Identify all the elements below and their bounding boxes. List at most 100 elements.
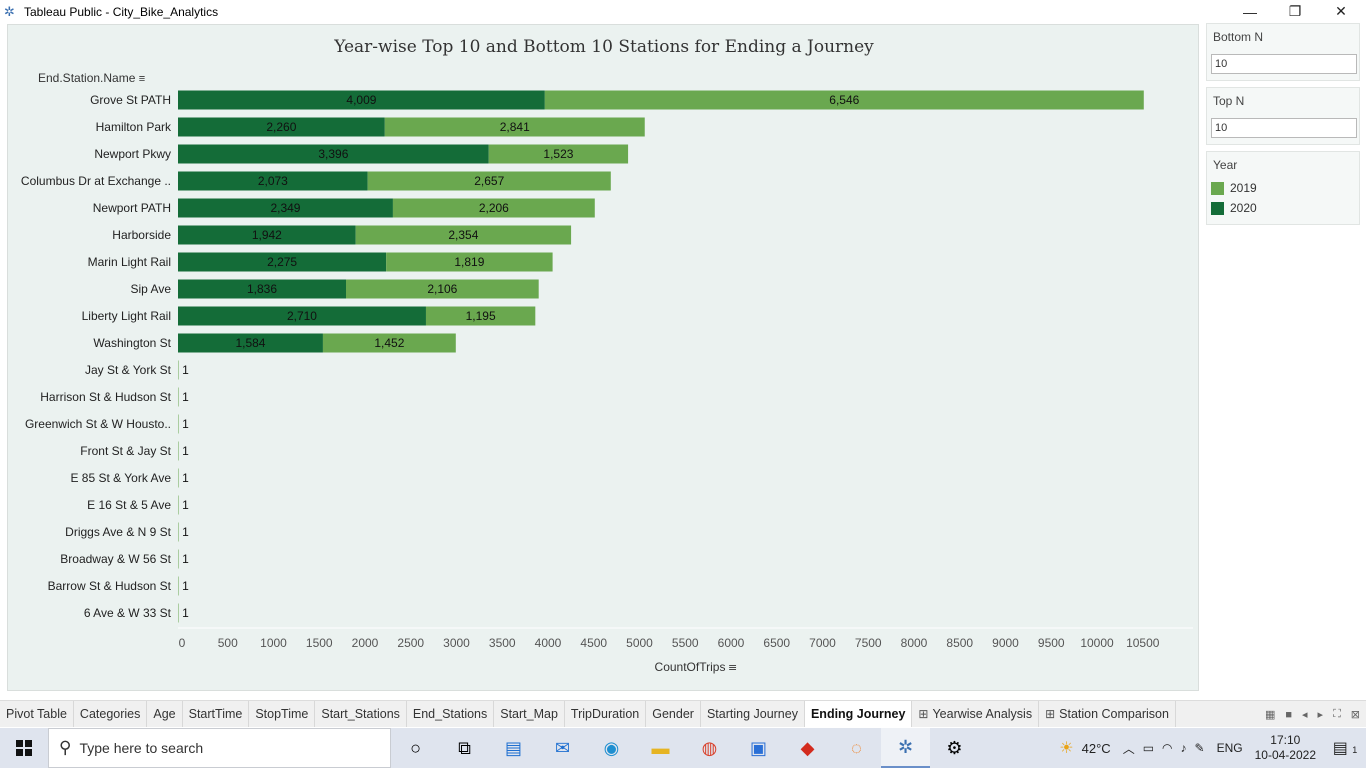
hidden-icons-chevron-icon[interactable]: ︿ [1122,741,1135,756]
show-filmstrip-icon[interactable]: ▦ [1264,709,1276,721]
x-tick-label: 5000 [626,636,653,650]
x-sort-icon[interactable]: ≡ [728,661,737,674]
edge-icon[interactable]: ◉ [603,737,620,758]
sort-icon[interactable]: ≡ [138,73,146,85]
sheet-tab[interactable]: Categories [74,701,148,727]
sheet-tab[interactable]: Pivot Table [0,701,74,727]
bar-2019[interactable] [178,360,179,380]
bar-2019[interactable] [384,117,645,137]
data-label: 2,657 [474,174,504,188]
sheet-tab[interactable]: End_Stations [407,701,495,727]
bar-2019[interactable] [178,441,179,461]
battery-icon[interactable]: ▭ [1142,741,1155,755]
bar-2020[interactable] [178,279,346,299]
bar-2020[interactable] [178,171,368,191]
bar-2019[interactable] [178,576,179,596]
restore-button[interactable]: ❐ [1288,3,1302,19]
bar-2020[interactable] [178,117,385,137]
bar-2019[interactable] [386,252,553,272]
category-label: Washington St [93,336,171,350]
data-label: 1,819 [454,255,484,269]
file-explorer-icon[interactable]: ▬ [651,737,670,758]
sheet-tab[interactable]: Start_Map [494,701,565,727]
sheet-tab[interactable]: StopTime [249,701,316,727]
fullscreen-icon[interactable]: ⛶ [1333,708,1341,720]
bar-2020[interactable] [178,144,489,164]
bar-2019[interactable] [355,225,572,245]
start-button[interactable] [0,728,48,768]
bar-2019[interactable] [178,414,179,434]
bottom-n-card: Bottom N [1206,23,1360,81]
minimize-button[interactable]: — [1243,3,1257,20]
language-indicator[interactable]: ENG [1216,741,1243,755]
sheet-tab[interactable]: Ending Journey [804,701,913,727]
top-n-input[interactable] [1211,118,1357,138]
sheet-tab[interactable]: Starting Journey [701,701,805,727]
bar-2019[interactable] [544,90,1144,110]
bottom-n-label: Bottom N [1213,30,1264,44]
bar-2019[interactable] [178,495,179,515]
bar-2019[interactable] [392,198,595,218]
clock[interactable]: 17:10 10-04-2022 [1255,733,1316,763]
task-view-icon[interactable]: ⧉ [458,737,471,758]
bar-2019[interactable] [178,549,179,569]
tableau-taskbar-icon[interactable]: ✲ [881,728,930,768]
sheet-tab[interactable]: TripDuration [565,701,647,727]
scroll-right-icon[interactable]: ▸ [1317,709,1324,721]
dashboard-icon: ⊞ [918,707,929,721]
presentation-mode-icon[interactable]: ⊠ [1350,709,1360,721]
close-button[interactable]: ✕ [1335,3,1347,19]
cortana-icon[interactable]: ○ [410,737,421,758]
bar-2019[interactable] [178,387,179,407]
notification-glyph: ▤ [1332,740,1348,757]
sheet-tab-label: TripDuration [570,707,640,721]
sheet-tab[interactable]: Gender [646,701,701,727]
jupyter-icon[interactable]: ◌ [851,737,862,758]
year-legend: Year 2019 2020 [1206,151,1360,225]
calculator-icon[interactable]: ▤ [504,737,522,758]
settings-icon[interactable]: ⚙ [946,737,963,758]
data-label: 2,354 [448,228,478,242]
bar-2020[interactable] [178,252,387,272]
legend-item-2020[interactable]: 2020 [1207,198,1359,218]
store-icon[interactable]: ▣ [749,737,767,758]
show-tabs-icon[interactable]: ■ [1285,708,1293,721]
sheet-tab[interactable]: Age [147,701,183,727]
legend-item-2019[interactable]: 2019 [1207,178,1359,198]
bar-2019[interactable] [488,144,629,164]
x-tick-label: 5500 [672,636,699,650]
sheet-tab[interactable]: StartTime [183,701,250,727]
bar-2019[interactable] [178,468,179,488]
sheet-tab-label: Yearwise Analysis [932,707,1033,721]
notification-center-icon[interactable]: ▤ 1 [1330,738,1360,758]
volume-icon[interactable]: ♪ [1180,741,1187,755]
bar-2019[interactable] [367,171,611,191]
sheet-tab[interactable]: Start_Stations [315,701,407,727]
sheet-tab-label: StartTime [188,707,243,721]
category-label: Greenwich St & W Housto.. [25,417,171,431]
taskbar-search[interactable]: ⚲ Type here to search [48,728,391,768]
bar-2019[interactable] [322,333,456,353]
bar-2020[interactable] [178,90,545,110]
bar-2020[interactable] [178,333,323,353]
row-header[interactable]: End.Station.Name ≡ [38,71,145,85]
scroll-left-icon[interactable]: ◂ [1302,709,1308,721]
bottom-n-input[interactable] [1211,54,1357,74]
sheet-tab[interactable]: ⊞ Yearwise Analysis [912,701,1040,727]
data-label: 1 [182,390,189,404]
bar-2019[interactable] [345,279,539,299]
chrome-icon[interactable]: ◍ [701,737,718,758]
wifi-icon[interactable]: ◠ [1162,741,1173,755]
bar-2019[interactable] [178,603,179,623]
sheet-tab[interactable]: ⊞ Station Comparison [1039,701,1176,727]
mail-icon[interactable]: ✉ [554,737,571,758]
bar-2019[interactable] [425,306,536,326]
bar-2020[interactable] [178,306,426,326]
bar-2020[interactable] [178,198,393,218]
bar-2020[interactable] [178,225,356,245]
acrobat-icon[interactable]: ◆ [800,737,815,758]
pen-icon[interactable]: ✎ [1194,741,1205,755]
weather-widget[interactable]: ☀ 42°C [1059,738,1110,758]
bar-2019[interactable] [178,522,179,542]
x-tick-label: 7500 [855,636,882,650]
